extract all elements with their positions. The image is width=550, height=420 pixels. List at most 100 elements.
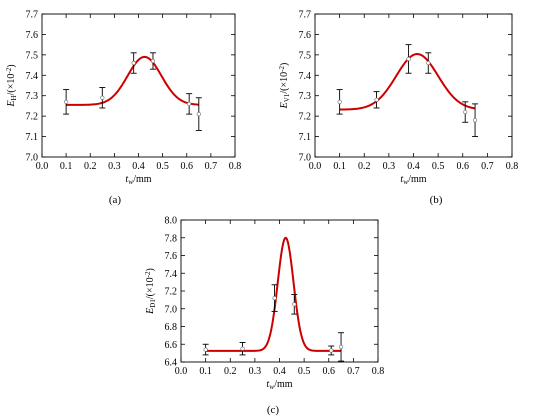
panel-label: (a) xyxy=(109,194,122,206)
x-axis-subscript: w xyxy=(128,178,134,186)
x-axis-symbol: t xyxy=(125,174,128,185)
x-tick-label: 0.8 xyxy=(229,161,242,172)
x-tick-label: 0.4 xyxy=(273,366,286,377)
chart-panel-a: 0.0 0.1 0.2 0.3 0.4 0.5 0.6 0.7 0.8 7.0 7.1 7.2 7.3 7… xyxy=(5,10,241,207)
y-axis-unit-close: ) xyxy=(6,64,17,67)
x-tick-label: 0.1 xyxy=(199,366,212,377)
data-point xyxy=(272,296,277,301)
y-tick-label: 7.0 xyxy=(165,304,178,315)
y-axis-unit-exponent: -2 xyxy=(144,271,152,277)
y-tick-label: 7.0 xyxy=(26,153,39,164)
y-tick-label: 7.5 xyxy=(26,50,39,61)
y-tick-label: 7.3 xyxy=(299,91,312,102)
plot-frame xyxy=(41,13,236,158)
y-axis-symbol: E xyxy=(6,100,17,107)
y-tick-label: 7.3 xyxy=(26,91,39,102)
panel-label: (c) xyxy=(267,404,280,416)
y-tick-label: 7.4 xyxy=(299,71,312,82)
fit-curve xyxy=(205,236,342,352)
y-tick-label: 7.0 xyxy=(299,153,312,164)
data-point xyxy=(406,56,411,62)
y-tick-label: 6.6 xyxy=(165,340,178,351)
y-axis-unit-exponent: -2 xyxy=(278,66,286,72)
x-tick-label: 0.4 xyxy=(132,161,145,172)
y-axis-subscript: D1 xyxy=(149,299,157,308)
y-axis-unit-exponent: -2 xyxy=(5,67,13,73)
x-tick-label: 0.1 xyxy=(60,161,73,172)
y-axis-symbol: E xyxy=(279,102,290,109)
data-point xyxy=(292,302,297,307)
x-axis-unit: /mm xyxy=(408,174,427,185)
x-tick-label: 0.2 xyxy=(84,161,97,172)
fit-curve xyxy=(339,53,476,111)
data-point xyxy=(131,60,136,66)
y-tick-label: 6.8 xyxy=(165,322,178,333)
data-point xyxy=(150,58,156,64)
y-tick-label: 7.6 xyxy=(165,251,178,262)
y-axis-subscript: H xyxy=(10,95,18,100)
data-point xyxy=(463,109,468,115)
x-tick-label: 0.5 xyxy=(432,161,445,172)
y-tick-label: 7.2 xyxy=(26,112,39,123)
x-axis-label: tw/mm xyxy=(400,174,426,186)
y-axis-unit: /(×10 xyxy=(6,74,17,96)
data-point xyxy=(203,347,208,352)
x-axis-symbol: t xyxy=(266,379,269,390)
x-axis-label: tw/mm xyxy=(125,174,151,186)
y-axis-label: EH/(×10-2) xyxy=(5,64,18,107)
y-axis-symbol: E xyxy=(145,308,156,315)
x-tick-label: 0.0 xyxy=(309,161,322,172)
data-point xyxy=(472,118,478,123)
plot-frame xyxy=(180,219,379,363)
x-axis-label: tw/mm xyxy=(266,379,292,391)
y-tick-label: 7.2 xyxy=(299,112,312,123)
x-tick-label: 0.6 xyxy=(457,161,470,172)
x-tick-label: 0.6 xyxy=(323,366,336,377)
y-tick-label: 7.1 xyxy=(26,132,39,143)
y-axis-unit: /(×10 xyxy=(279,72,290,94)
data-point xyxy=(100,95,105,100)
panel-label: (b) xyxy=(430,194,443,206)
x-axis-subscript: w xyxy=(269,383,275,391)
data-point xyxy=(426,60,431,66)
x-tick-label: 0.0 xyxy=(36,161,49,172)
data-point xyxy=(240,346,245,351)
x-axis-unit: /mm xyxy=(274,379,293,390)
y-tick-label: 7.8 xyxy=(165,233,178,244)
data-point xyxy=(187,101,192,106)
y-tick-label: 6.4 xyxy=(165,358,178,369)
y-tick-label: 7.4 xyxy=(26,71,39,82)
x-tick-label: 0.5 xyxy=(298,366,311,377)
y-axis-unit: /(×10 xyxy=(145,277,156,299)
fit-curve xyxy=(66,55,199,106)
data-point xyxy=(64,99,69,104)
x-tick-label: 0.6 xyxy=(181,161,194,172)
y-tick-label: 7.2 xyxy=(165,287,178,298)
chart-panel-b: 0.0 0.1 0.2 0.3 0.4 0.5 0.6 0.7 0.8 7.0 7.1 7.2 7.3 7… xyxy=(278,10,518,207)
y-axis-subscript: V1 xyxy=(283,93,291,102)
y-tick-label: 7.4 xyxy=(165,269,178,280)
x-tick-label: 0.3 xyxy=(108,161,121,172)
y-tick-label: 8.0 xyxy=(165,216,178,227)
data-point xyxy=(196,111,201,117)
x-tick-label: 0.2 xyxy=(358,161,371,172)
x-tick-label: 0.3 xyxy=(249,366,262,377)
x-tick-label: 0.3 xyxy=(383,161,396,172)
data-point xyxy=(337,99,342,104)
x-tick-label: 0.4 xyxy=(407,161,420,172)
x-tick-label: 0.7 xyxy=(205,161,218,172)
x-axis-unit: /mm xyxy=(133,174,152,185)
x-axis-symbol: t xyxy=(400,174,403,185)
data-point xyxy=(338,344,344,350)
x-tick-label: 0.7 xyxy=(481,161,494,172)
y-tick-label: 7.7 xyxy=(26,10,39,21)
x-tick-label: 0.8 xyxy=(506,161,519,172)
x-tick-label: 0.5 xyxy=(156,161,169,172)
y-axis-label: EV1/(×10-2) xyxy=(278,63,291,110)
data-point xyxy=(374,97,379,102)
x-tick-label: 0.0 xyxy=(175,366,188,377)
x-tick-label: 0.8 xyxy=(372,366,385,377)
y-tick-label: 7.6 xyxy=(26,30,39,41)
x-tick-label: 0.1 xyxy=(333,161,346,172)
